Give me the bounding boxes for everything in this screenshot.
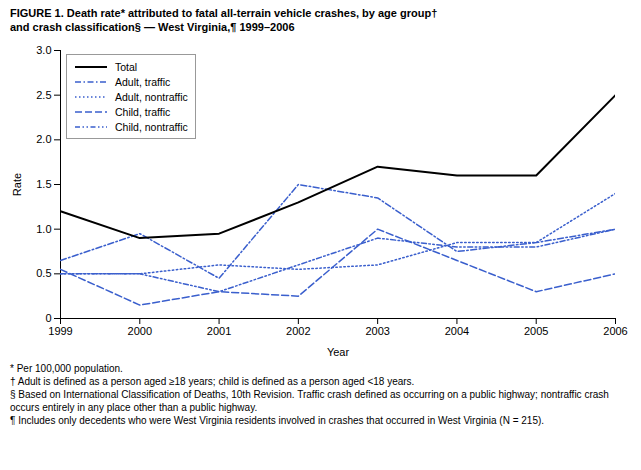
svg-text:2006: 2006 [603, 325, 627, 337]
html-text:¶ Includes only decedents who: ¶ Includes only decedents who were West … [10, 415, 545, 426]
svg-text:2002: 2002 [286, 325, 310, 337]
svg-text:Rate: Rate [11, 173, 23, 196]
svg-text:2.5: 2.5 [36, 89, 51, 101]
html-text:Adult, nontraffic: Adult, nontraffic [115, 90, 188, 103]
svg-text:2.0: 2.0 [36, 133, 51, 145]
svg-text:2003: 2003 [365, 325, 389, 337]
svg-text:Year: Year [327, 346, 350, 358]
svg-text:1.0: 1.0 [36, 223, 51, 235]
html-text:FIGURE 1. Death rate* attribut: FIGURE 1. Death rate* attributed to fata… [10, 7, 438, 33]
svg-text:0: 0 [45, 312, 51, 324]
svg-text:3.0: 3.0 [36, 44, 51, 56]
svg-text:2001: 2001 [207, 325, 231, 337]
html-text:Child, traffic: Child, traffic [115, 105, 171, 118]
html-text:Child, nontraffic: Child, nontraffic [115, 120, 188, 133]
svg-text:2005: 2005 [524, 325, 548, 337]
html-text:Adult, traffic: Adult, traffic [115, 75, 171, 88]
svg-text:0.5: 0.5 [36, 267, 51, 279]
html-text:* Per 100,000 population.: * Per 100,000 population. [10, 363, 123, 374]
svg-text:1999: 1999 [48, 325, 72, 337]
html-text:Total: Total [115, 60, 138, 73]
html-text:† Adult is defined as a person: † Adult is defined as a person aged ≥18 … [10, 376, 415, 387]
svg-text:1.5: 1.5 [36, 178, 51, 190]
html-text:§ Based on International Class: § Based on International Classification … [10, 389, 609, 413]
svg-text:2004: 2004 [445, 325, 469, 337]
svg-text:2000: 2000 [128, 325, 152, 337]
